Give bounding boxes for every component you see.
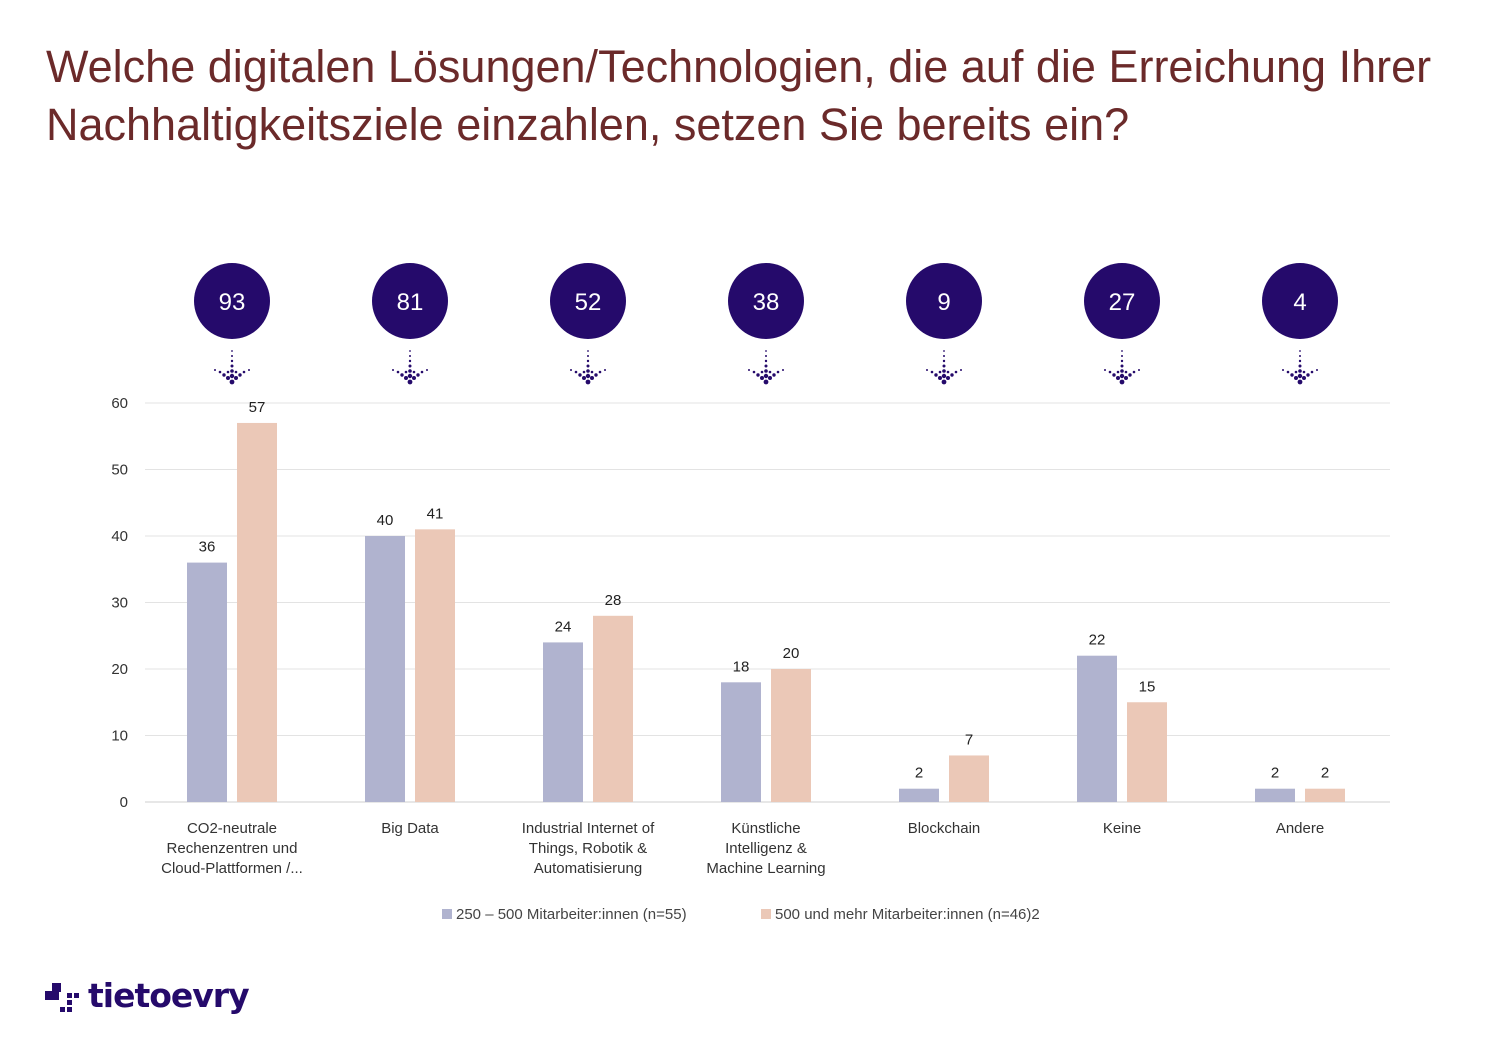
y-tick-label: 10 (111, 728, 128, 745)
dotted-arrow-down-icon (392, 350, 428, 385)
bar (365, 536, 405, 802)
x-category-label: Blockchain (908, 820, 981, 837)
bar (1077, 655, 1117, 802)
total-value: 93 (219, 289, 246, 316)
y-tick-label: 20 (111, 661, 128, 678)
total-circle (728, 263, 804, 339)
data-label: 20 (783, 645, 800, 662)
page-title: Welche digitalen Lösungen/Technologien, … (46, 41, 1432, 150)
data-label: 41 (427, 505, 444, 522)
x-category-label: CO2-neutrale (187, 820, 277, 837)
data-label: 7 (965, 731, 973, 748)
x-category-label: Cloud-Plattformen /... (161, 860, 303, 877)
data-label: 2 (1271, 765, 1279, 782)
bar (1255, 788, 1295, 802)
total-circle (194, 263, 270, 339)
data-label: 40 (377, 512, 394, 529)
bar (721, 682, 761, 802)
y-tick-label: 0 (120, 794, 128, 811)
total-circle (1084, 263, 1160, 339)
data-label: 57 (249, 399, 266, 416)
y-tick-label: 40 (111, 528, 128, 545)
bar (899, 788, 939, 802)
dotted-arrow-down-icon (748, 350, 784, 385)
bar (949, 755, 989, 802)
data-label: 28 (605, 592, 622, 609)
x-category-label: Künstliche (731, 820, 800, 837)
x-category-label: Andere (1276, 820, 1324, 837)
data-label: 36 (199, 539, 216, 556)
x-category-label: Big Data (381, 820, 439, 837)
x-category-label: Intelligenz & (725, 840, 807, 857)
total-value: 52 (575, 289, 602, 316)
bar (543, 642, 583, 802)
legend-label: 250 – 500 Mitarbeiter:innen (n=55) (456, 906, 687, 923)
bar (771, 669, 811, 802)
bar (415, 529, 455, 802)
data-label: 22 (1089, 632, 1106, 649)
dotted-arrow-down-icon (1104, 350, 1140, 385)
total-circle (372, 263, 448, 339)
dotted-arrow-down-icon (214, 350, 250, 385)
legend-swatch (761, 909, 771, 919)
total-value: 4 (1293, 289, 1306, 316)
dotted-arrow-down-icon (1282, 350, 1318, 385)
total-value: 9 (937, 289, 950, 316)
total-value: 81 (397, 289, 424, 316)
total-value: 27 (1109, 289, 1136, 316)
x-category-label: Things, Robotik & (529, 840, 647, 857)
dotted-arrow-down-icon (926, 350, 962, 385)
y-tick-label: 30 (111, 595, 128, 612)
tietoevry-logo: tietoevry (45, 976, 250, 1015)
legend-label: 500 und mehr Mitarbeiter:innen (n=46)2 (775, 906, 1040, 923)
x-category-label: Automatisierung (534, 860, 642, 877)
dotted-arrow-down-icon (570, 350, 606, 385)
svg-text:tietoevry: tietoevry (88, 976, 249, 1015)
data-label: 24 (555, 618, 572, 635)
bar (237, 422, 277, 802)
y-tick-label: 50 (111, 462, 128, 479)
bar (1127, 702, 1167, 802)
total-circle (550, 263, 626, 339)
x-category-label: Keine (1103, 820, 1141, 837)
total-value: 38 (753, 289, 780, 316)
x-category-label: Rechenzentren und (167, 840, 298, 857)
x-category-label: Industrial Internet of (522, 820, 655, 837)
bar (187, 562, 227, 802)
data-label: 15 (1139, 678, 1156, 695)
bar (593, 615, 633, 802)
bar (1305, 788, 1345, 802)
total-circle (906, 263, 982, 339)
y-tick-label: 60 (111, 395, 128, 412)
data-label: 2 (915, 765, 923, 782)
data-label: 18 (733, 658, 750, 675)
legend-swatch (442, 909, 452, 919)
total-circle (1262, 263, 1338, 339)
data-label: 2 (1321, 765, 1329, 782)
x-category-label: Machine Learning (706, 860, 825, 877)
